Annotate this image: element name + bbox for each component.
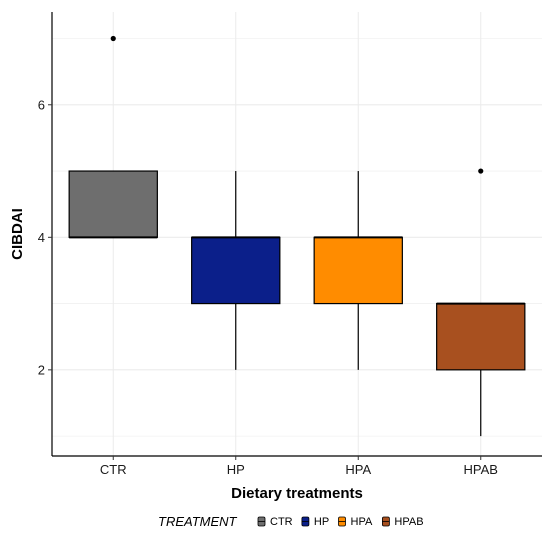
box-hpa [313,171,403,370]
legend-label: CTR [270,516,293,528]
y-axis-title: CIBDAI [9,208,26,260]
box-ctr [68,35,158,239]
x-tick-label: HPAB [464,462,498,477]
boxes [68,35,526,437]
x-axis-title: Dietary treatments [231,485,363,502]
legend-item-ctr: CTR [257,516,293,528]
x-tick-label: CTR [100,462,127,477]
y-tick-label: 6 [38,97,45,112]
axes [48,12,542,460]
y-tick-label: 4 [38,230,45,245]
legend-label: HPA [351,516,373,528]
box-body [436,302,526,371]
x-tick-label: HPA [345,462,371,477]
box-body [191,236,281,305]
box-body [68,170,158,238]
tick-labels: 2 4 6 CTR HP HPA HPAB [38,97,498,477]
outlier-point [478,168,484,174]
x-tick-label: HP [227,462,245,477]
legend: TREATMENT CTR HP HPA HPAB [158,514,424,529]
legend-item-hp: HP [301,516,329,528]
box-hp [191,171,281,370]
legend-item-hpab: HPAB [381,516,424,528]
legend-item-hpa: HPA [338,516,373,528]
grid-lines [52,12,542,456]
legend-label: HPAB [394,516,423,528]
outlier-point [110,35,116,42]
box-body [313,236,403,305]
y-tick-label: 2 [38,362,45,377]
legend-title: TREATMENT [158,514,238,529]
legend-label: HP [314,516,329,528]
box-hpab [436,168,526,437]
